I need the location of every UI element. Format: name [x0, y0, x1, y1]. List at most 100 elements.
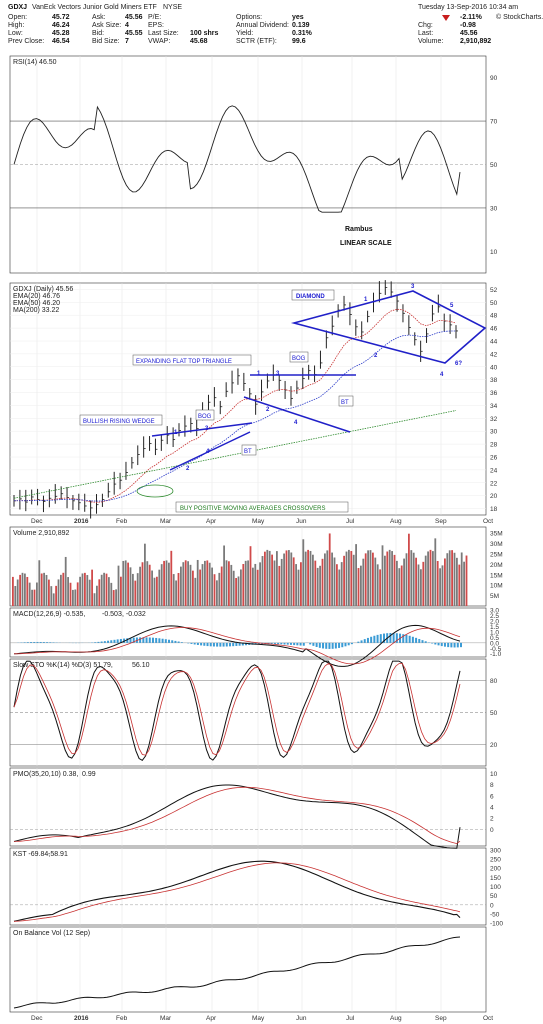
volume-bar	[182, 562, 185, 606]
sto-tick-2: 80	[490, 678, 498, 685]
panel-kst	[9, 847, 487, 926]
bog1-label: BOG	[198, 414, 212, 420]
volume-bar	[134, 580, 137, 606]
volume-bar	[21, 572, 24, 606]
volume-bar	[232, 570, 235, 606]
volume-bar	[132, 573, 134, 606]
macd-hist	[402, 634, 405, 643]
macd-hist	[148, 637, 151, 643]
volume-bar	[122, 560, 125, 606]
volume-bar	[105, 573, 108, 606]
macd-hist	[286, 642, 289, 645]
macd-tick-5: 0.5	[490, 635, 499, 642]
volume-bar	[444, 558, 446, 606]
volume-bar	[312, 554, 314, 606]
volume-bar	[441, 565, 444, 606]
price-tick-2: 22	[490, 480, 498, 487]
volume-bar	[206, 560, 209, 606]
right-label-2: Last:	[418, 30, 433, 37]
bog1-box	[195, 409, 215, 421]
obv-legend: On Balance Vol (12 Sep)	[13, 930, 90, 937]
macd-signal-legend: -0.503	[102, 611, 122, 618]
macd-hist	[177, 641, 180, 643]
macd-hist	[39, 641, 42, 643]
volume-bar	[223, 545, 225, 606]
macd-hist	[126, 638, 129, 643]
macd-hist-legend: , -0.032	[122, 611, 146, 618]
macd-hist	[171, 640, 174, 643]
vol-tick-1: 10M	[490, 583, 503, 590]
volume-bar	[177, 573, 180, 606]
volume-bar	[415, 557, 417, 606]
volume-bar	[340, 562, 343, 606]
macd-hist	[328, 642, 331, 649]
volume-bar	[396, 560, 398, 606]
kst-tick-7: 250	[490, 857, 501, 864]
rsi-tick-4: 90	[490, 75, 498, 82]
volume-bar	[331, 552, 333, 606]
volume-bar	[427, 551, 429, 606]
macd-hist	[373, 635, 376, 643]
macd-hist	[344, 642, 347, 647]
volume-bar	[211, 567, 213, 606]
volume-bar	[220, 566, 223, 606]
volume-bar	[88, 579, 91, 606]
macd-hist	[30, 642, 33, 643]
macd-hist	[360, 640, 363, 643]
kst-tick-2: 0	[490, 902, 494, 909]
volume-bar	[439, 568, 441, 606]
volume-bar	[324, 553, 326, 606]
macd-hist	[379, 634, 382, 643]
volume-bar	[136, 573, 139, 606]
wave-number: 1	[174, 430, 178, 436]
kst-legend: KST -69.84,	[13, 851, 50, 858]
macd-hist	[142, 637, 145, 643]
month-label-bottom-3: Mar	[160, 1015, 172, 1022]
volume-bar	[333, 557, 336, 606]
volume-bar	[403, 558, 405, 606]
wave-number: 3	[411, 284, 415, 290]
price-tick-7: 32	[490, 416, 498, 423]
volume-bar	[369, 550, 372, 606]
wave-number: 4	[206, 449, 210, 455]
macd-hist	[331, 642, 334, 649]
vol-tick-5: 30M	[490, 541, 503, 548]
volume-bar	[295, 564, 297, 606]
macd-hist	[299, 642, 302, 646]
macd-hist	[110, 640, 113, 643]
volume-bar	[271, 554, 273, 606]
volume-bar	[110, 582, 113, 606]
wave-number: 4	[294, 420, 298, 426]
volume-bar	[12, 576, 14, 606]
volume-bar	[81, 573, 84, 606]
volume-bar	[117, 565, 120, 606]
volume-bar	[96, 585, 98, 606]
pmo-tick-4: 8	[490, 782, 494, 789]
macd-hist	[447, 642, 450, 648]
volume-bar	[91, 569, 93, 606]
volume-bar	[278, 565, 281, 606]
volume-bar	[319, 565, 321, 606]
price-tick-9: 36	[490, 390, 498, 397]
volume-bar	[456, 557, 458, 606]
volume-bar	[33, 589, 36, 606]
wave-number: 2	[186, 466, 190, 472]
volume-bar	[57, 579, 60, 606]
macd-hist	[212, 642, 215, 647]
macd-hist	[164, 639, 167, 643]
eft-label: EXPANDING FLAT TOP TRIANGLE	[136, 359, 232, 365]
volume-bar	[28, 582, 31, 606]
volume-bar	[60, 574, 62, 606]
volume-bar	[208, 562, 211, 606]
volume-bar	[280, 558, 283, 606]
panel-pmo	[9, 767, 487, 847]
sto-k-line	[13, 660, 461, 761]
volume-bar	[249, 546, 252, 606]
volume-bar	[199, 569, 201, 606]
macd-hist	[382, 633, 385, 643]
mid1-value-3: 7	[125, 38, 129, 45]
instrument-name: VanEck Vectors Junior Gold Miners ETF	[32, 4, 157, 11]
volume-bar	[240, 569, 242, 606]
month-label-bottom-4: Apr	[206, 1015, 217, 1022]
macd-hist	[151, 637, 154, 643]
